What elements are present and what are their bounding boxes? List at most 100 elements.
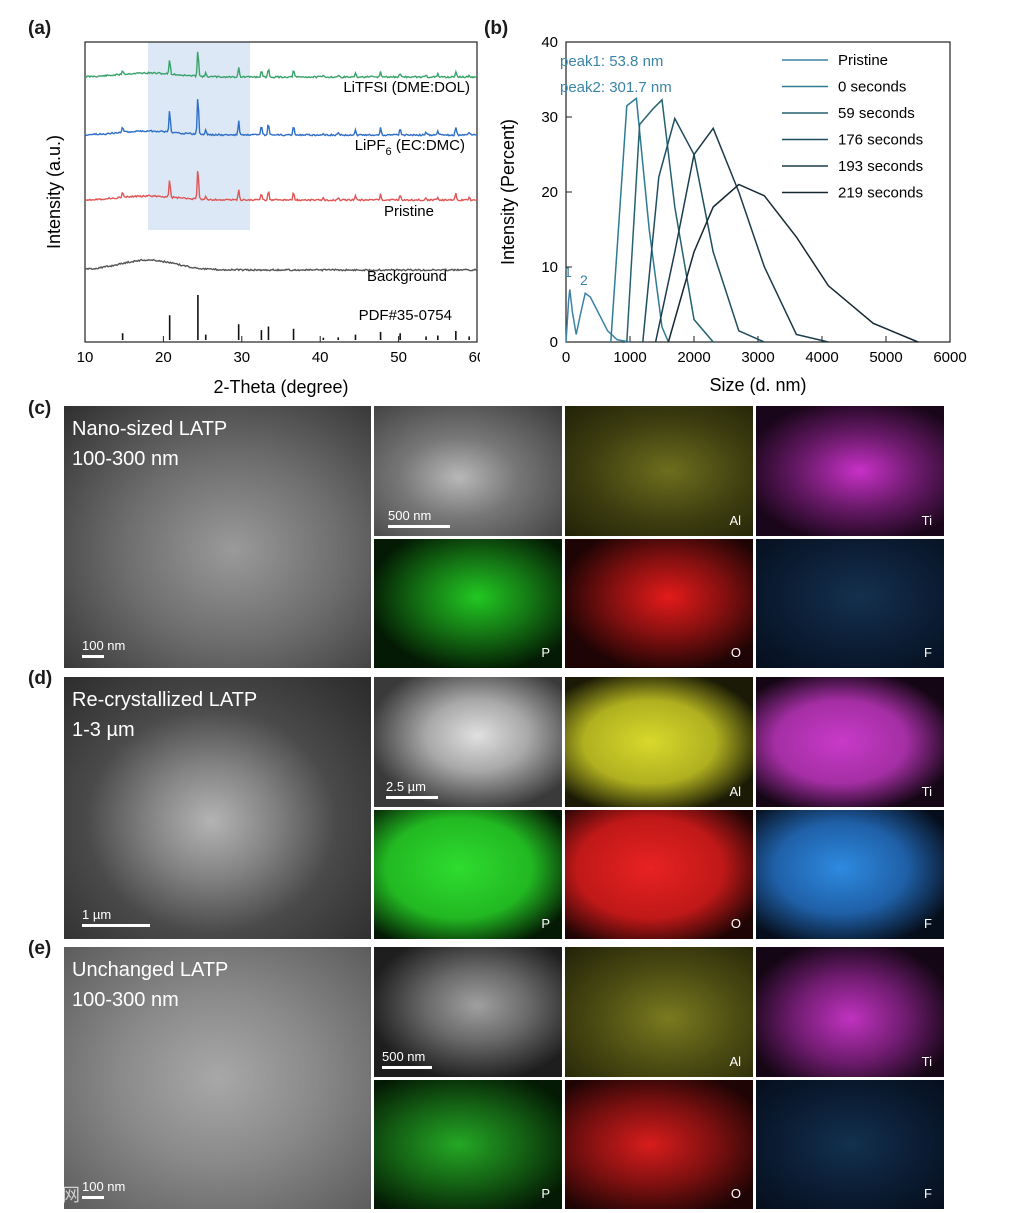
eds-label-d-al: Al: [729, 784, 741, 799]
eds-map-d-o: O: [565, 810, 753, 939]
dls-series: [565, 96, 919, 343]
eds-scale-label-c: 500 nm: [388, 508, 432, 523]
panel-label-b: (b): [484, 18, 509, 39]
eds-scale-bar-e: [382, 1066, 432, 1069]
eds-label-e-f: F: [924, 1186, 932, 1201]
series-line-2: [626, 98, 714, 343]
legend-label-2: 59 seconds: [838, 105, 915, 122]
eds-label-d-o: O: [730, 916, 741, 931]
scale-bar-d: [82, 924, 150, 927]
legend-label-5: 219 seconds: [838, 185, 923, 202]
eds-scale-bar-c: [388, 525, 450, 528]
eds-label-d-f: F: [924, 916, 932, 931]
eds-label-d-ti: Ti: [921, 784, 932, 799]
eds-map-e-f: F: [756, 1080, 944, 1209]
dls-xtick-label-5: 5000: [869, 349, 902, 366]
sem-title-e-2: 100-300 nm: [72, 989, 179, 1011]
dls-x-ticks: 0 1000 2000 3000 4000 5000 6000: [562, 336, 967, 366]
xrd-chart: 10 20 30 40 50 60 LiTFSI (DME:DOL) LiPF6 (EC:…: [44, 41, 480, 397]
dls-ytick-label-3: 30: [541, 109, 558, 126]
eds-map-c-o: O: [565, 539, 753, 668]
eds-map-d-p: P: [374, 810, 562, 939]
xrd-xtick-label-5: 60: [469, 349, 480, 366]
xrd-x-ticks: 10 20 30 40 50 60: [77, 336, 480, 366]
eds-map-e-ti: Ti: [756, 947, 944, 1077]
eds-label-c-f: F: [924, 645, 932, 660]
eds-se-c: 500 nm: [374, 406, 562, 536]
eds-label-e-o: O: [730, 1186, 741, 1201]
sem-title-d-1: Re-crystallized LATP: [72, 689, 258, 711]
series-line-0: [565, 289, 631, 343]
dls-ylabel: Intensity (Percent): [498, 119, 518, 265]
xrd-frame: [84, 41, 478, 343]
sem-title-c-1: Nano-sized LATP: [72, 418, 228, 440]
annotation-peak2: peak2: 301.7 nm: [560, 79, 672, 96]
dls-ytick-label-4: 40: [541, 34, 558, 51]
xrd-xtick-label-3: 40: [312, 349, 329, 366]
size-distribution-chart: 0 1000 2000 3000 4000 5000 6000 0 10 20 30 40 Pris…: [498, 34, 967, 395]
legend-label-1: 0 seconds: [838, 79, 906, 96]
eds-map-e-al: Al: [565, 947, 753, 1077]
trace-label-litfsi: LiTFSI (DME:DOL): [343, 79, 470, 96]
series-line-5: [667, 183, 919, 343]
eds-map-e-p: P: [374, 1080, 562, 1209]
panel-label-e: (e): [28, 938, 52, 959]
eds-label-e-al: Al: [729, 1054, 741, 1069]
eds-map-e-o: O: [565, 1080, 753, 1209]
eds-label-c-p: P: [541, 645, 550, 660]
trace-litfsi: [84, 51, 478, 79]
eds-map-c-ti: Ti: [756, 406, 944, 536]
dls-ytick-label-2: 20: [541, 184, 558, 201]
eds-scale-label-d: 2.5 µm: [386, 779, 427, 794]
dls-y-ticks: 0 10 20 30 40: [541, 34, 572, 351]
dls-xtick-label-0: 0: [562, 349, 570, 366]
panel-label-c: (c): [28, 398, 52, 419]
trace-background: [84, 258, 478, 272]
eds-map-c-al: Al: [565, 406, 753, 536]
eds-map-c-p: P: [374, 539, 562, 668]
eds-label-e-ti: Ti: [921, 1054, 932, 1069]
annotation-peak1: peak1: 53.8 nm: [560, 53, 663, 70]
dls-ytick-label-1: 10: [541, 259, 558, 276]
eds-label-c-o: O: [730, 645, 741, 660]
xrd-ylabel: Intensity (a.u.): [44, 135, 64, 249]
sem-title-d-2: 1-3 µm: [72, 719, 135, 741]
eds-scale-bar-d: [386, 796, 438, 799]
scale-label-d: 1 µm: [82, 907, 112, 922]
dls-xtick-label-1: 1000: [613, 349, 646, 366]
annotation-p2: 2: [580, 272, 588, 288]
eds-scale-label-e: 500 nm: [382, 1049, 426, 1064]
series-line-1: [610, 96, 670, 343]
eds-map-d-al: Al: [565, 677, 753, 807]
scale-bar-e: [82, 1196, 104, 1199]
eds-map-d-f: F: [756, 810, 944, 939]
trace-label-pristine: Pristine: [384, 203, 434, 220]
xrd-xtick-label-2: 30: [233, 349, 250, 366]
panel-label-a: (a): [28, 18, 52, 39]
eds-se-e: 500 nm: [374, 947, 562, 1077]
legend-label-0: Pristine: [838, 52, 888, 69]
trace-label-pdf: PDF#35-0754: [359, 307, 452, 324]
eds-map-c-f: F: [756, 539, 944, 668]
eds-label-e-p: P: [541, 1186, 550, 1201]
sem-panel-d: Re-crystallized LATP 1-3 µm 1 µm: [64, 677, 371, 939]
dls-legend: Pristine 0 seconds 59 seconds 176 seconds 19…: [782, 52, 923, 202]
xrd-xlabel: 2-Theta (degree): [213, 377, 348, 397]
panel-label-d: (d): [28, 668, 53, 689]
scale-label-e: 100 nm: [82, 1179, 126, 1194]
sem-panel-e: Unchanged LATP 100-300 nm 100 nm: [64, 947, 371, 1209]
scale-bar-c: [82, 655, 104, 658]
legend-label-4: 193 seconds: [838, 158, 923, 175]
dls-xtick-label-4: 4000: [805, 349, 838, 366]
dls-xtick-label-6: 6000: [933, 349, 966, 366]
annotation-p1: 1: [564, 264, 572, 280]
series-line-4: [654, 126, 829, 343]
eds-label-c-ti: Ti: [921, 513, 932, 528]
trace-label-lipf6: LiPF6 (EC:DMC): [355, 137, 465, 158]
eds-map-d-ti: Ti: [756, 677, 944, 807]
dls-ytick-label-0: 0: [550, 334, 558, 351]
sem-panel-c: Nano-sized LATP 100-300 nm 100 nm: [64, 406, 371, 668]
scale-label-c: 100 nm: [82, 638, 126, 653]
xrd-xtick-label-0: 10: [77, 349, 94, 366]
